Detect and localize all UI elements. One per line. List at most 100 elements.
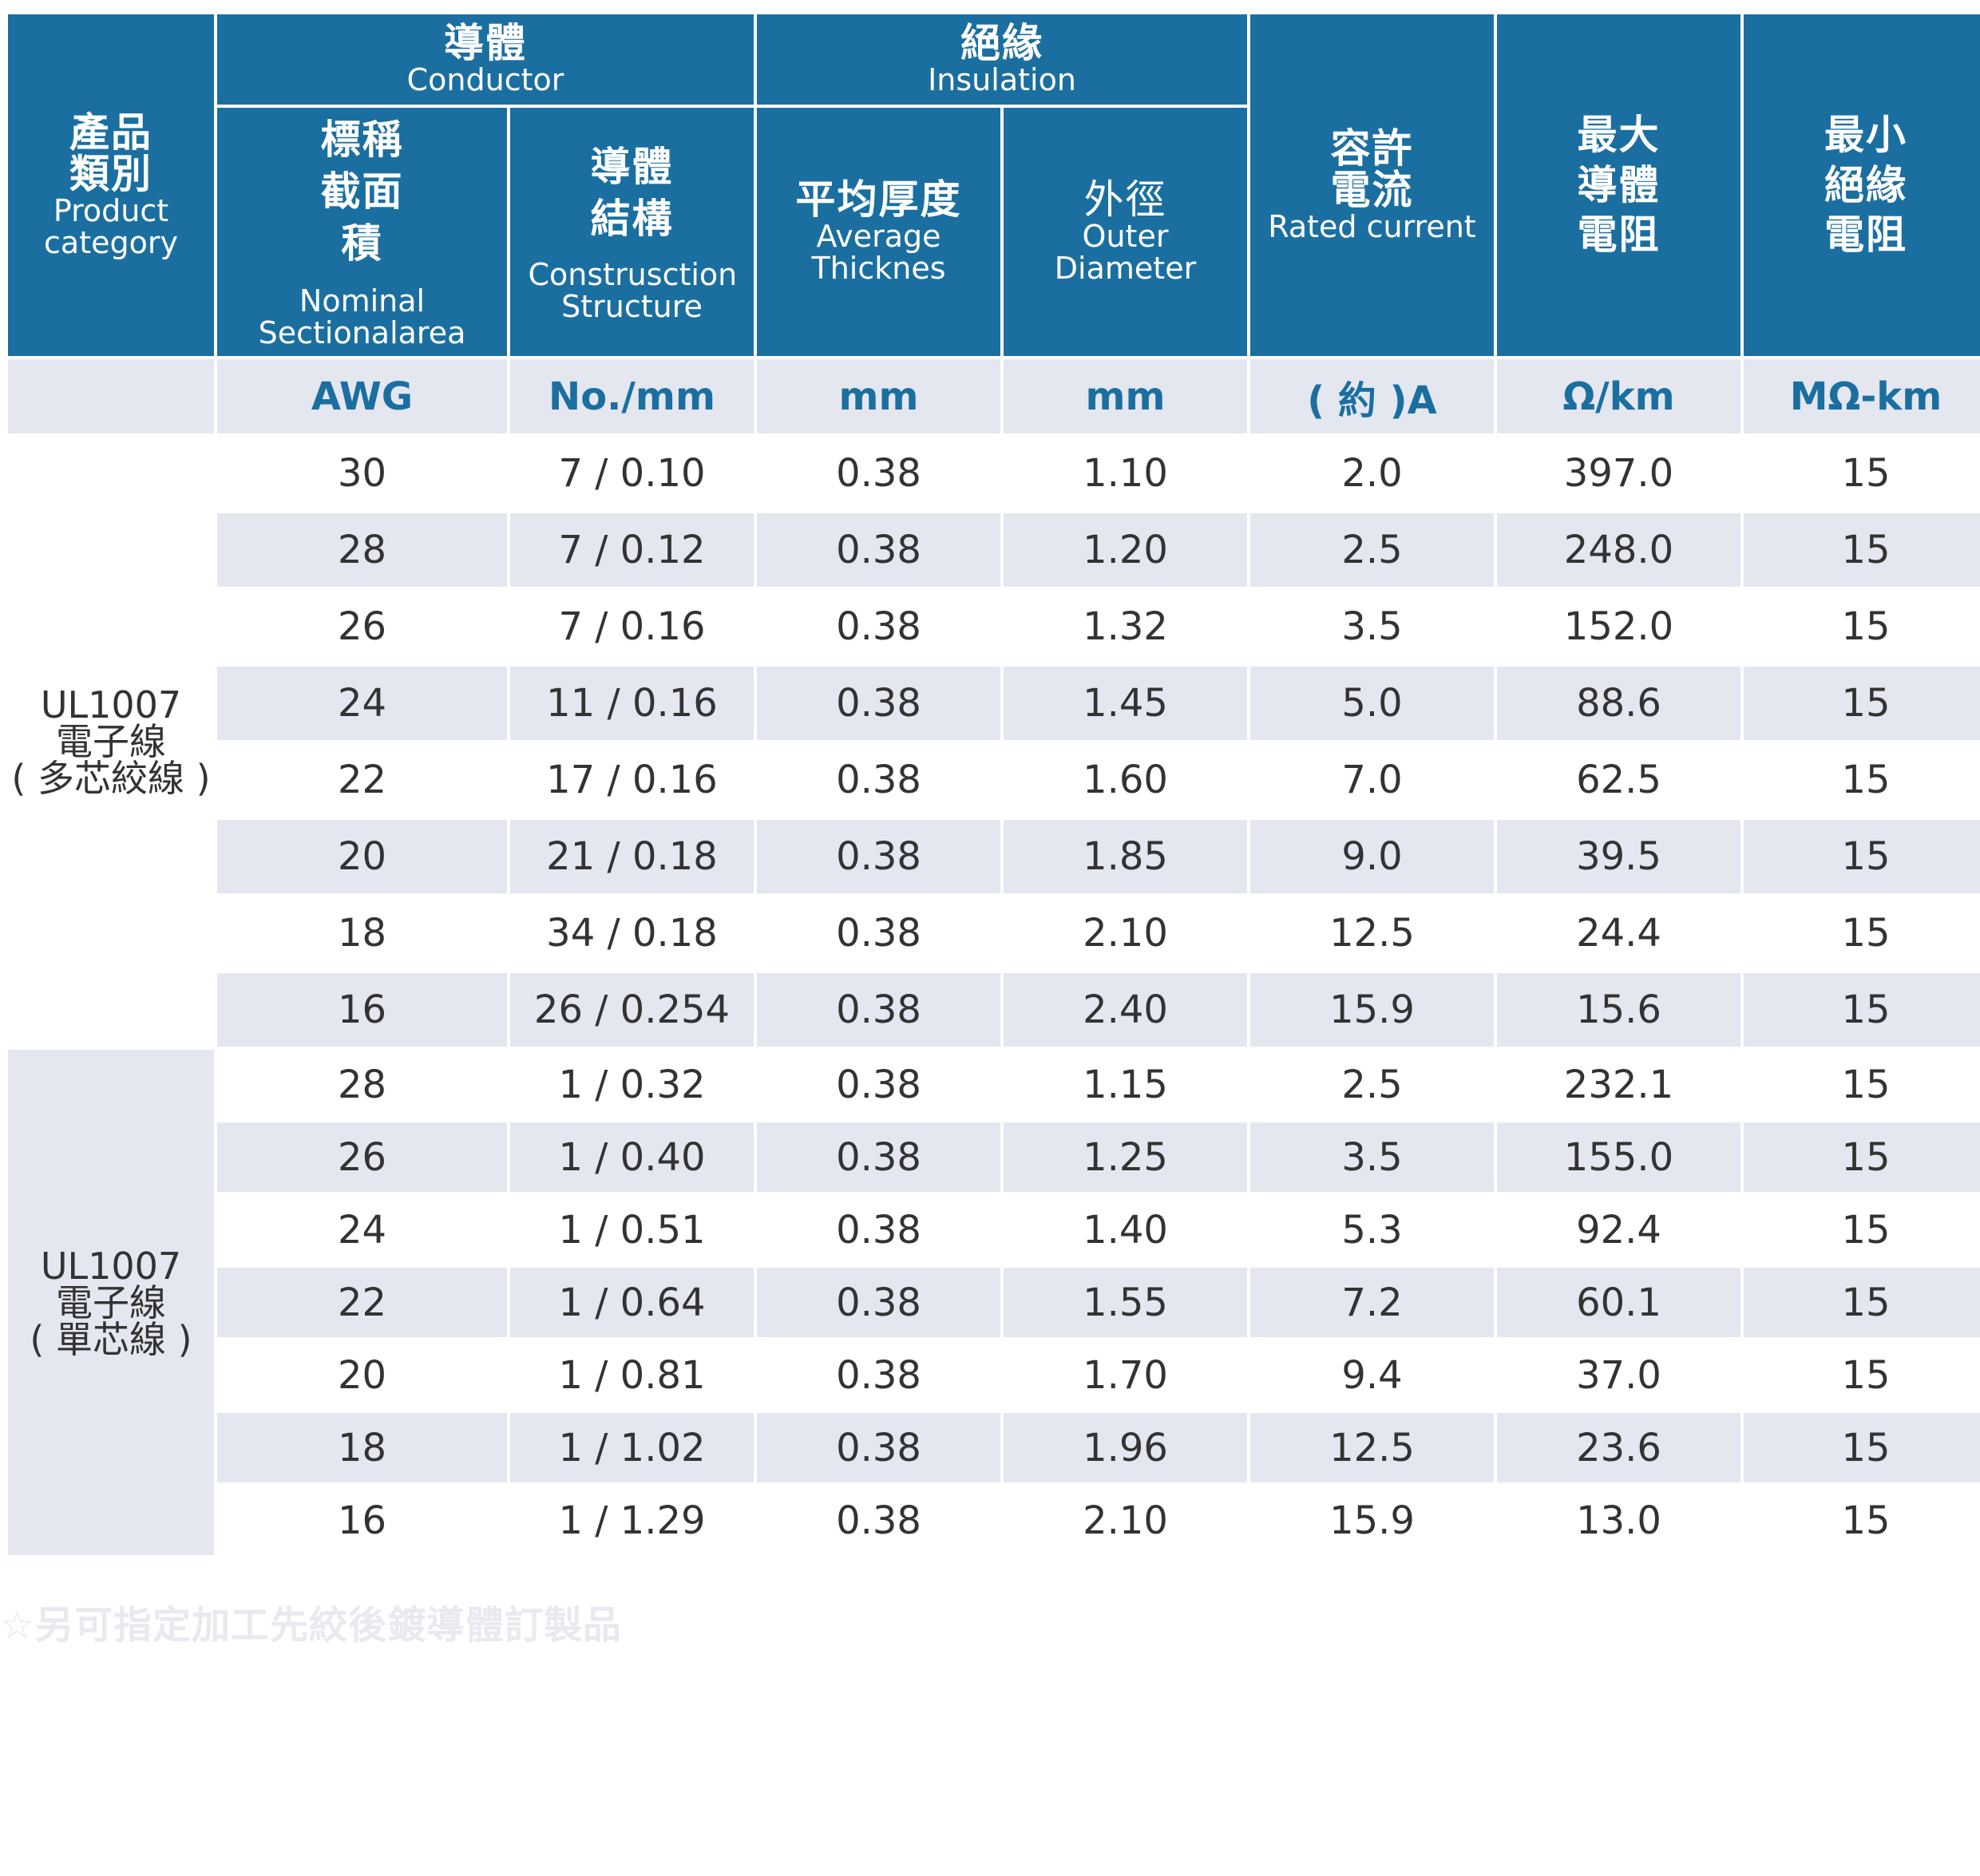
cell-thickness: 0.38 [757,896,1000,970]
cell-awg: 20 [217,820,507,893]
table-row: UL1007 電子線 ( 多芯絞線 ) 30 7 / 0.10 0.38 1.1… [8,437,1980,1047]
cell-min-resistance: 15 [1744,1413,1980,1482]
cell-max-resistance: 92.4 [1497,1195,1740,1265]
category-stranded: UL1007 電子線 ( 多芯絞線 ) [8,437,214,1047]
cell-outer-diameter: 1.70 [1004,1340,1247,1410]
cell-min-resistance: 15 [1744,513,1980,587]
table-row: 18 34 / 0.18 0.38 2.10 12.5 24.4 15 [8,896,1980,970]
cell-construction: 11 / 0.16 [510,667,754,740]
header-rated-current: 容許電流 Rated current [1250,14,1494,356]
cell-awg: 30 [217,437,507,510]
cell-awg: 26 [217,1122,507,1192]
cell-construction: 1 / 0.64 [510,1268,754,1337]
table-row: 24 11 / 0.16 0.38 1.45 5.0 88.6 15 [8,667,1980,740]
cell-construction: 26 / 0.254 [510,973,754,1047]
unit-construction: No./mm [510,359,754,433]
cell-awg: 22 [217,743,507,817]
cell-construction: 1 / 0.81 [510,1340,754,1410]
cell-awg: 18 [217,1413,507,1482]
cell-thickness: 0.38 [757,437,1000,510]
header-average-thickness: 平均厚度 Average Thicknes [757,108,1000,356]
cell-thickness: 0.38 [757,1413,1000,1482]
cell-rated-current: 9.4 [1250,1340,1494,1410]
cell-min-resistance: 15 [1744,437,1980,510]
cell-max-resistance: 397.0 [1497,437,1740,510]
cell-construction: 34 / 0.18 [510,896,754,970]
cell-awg: 18 [217,896,507,970]
cell-outer-diameter: 1.32 [1004,590,1247,663]
cell-max-resistance: 39.5 [1497,820,1740,893]
table-row: 16 1 / 1.29 0.38 2.10 15.9 13.0 15 [8,1486,1980,1555]
cell-awg: 24 [217,1195,507,1265]
cell-min-resistance: 15 [1744,1486,1980,1555]
header-outer-diameter: 外徑 Outer Diameter [1004,108,1247,356]
cell-thickness: 0.38 [757,973,1000,1047]
cell-construction: 7 / 0.16 [510,590,754,663]
header-product-category: 產品類別 Product category [8,14,214,356]
cell-awg: 20 [217,1340,507,1410]
cell-outer-diameter: 1.60 [1004,743,1247,817]
cell-rated-current: 5.3 [1250,1195,1494,1265]
cell-rated-current: 9.0 [1250,820,1494,893]
cell-max-resistance: 88.6 [1497,667,1740,740]
cell-awg: 22 [217,1268,507,1337]
cell-construction: 21 / 0.18 [510,820,754,893]
cell-thickness: 0.38 [757,820,1000,893]
cell-outer-diameter: 1.25 [1004,1122,1247,1192]
spec-table-wrapper: 產品類別 Product category 導體 Conductor 絕緣 In… [5,11,1980,1558]
cell-outer-diameter: 1.15 [1004,1050,1247,1119]
cell-outer-diameter: 1.45 [1004,667,1247,740]
header-max-conductor-resistance: 最大導體電阻 [1497,14,1740,356]
cell-construction: 1 / 0.32 [510,1050,754,1119]
cell-rated-current: 3.5 [1250,1122,1494,1192]
cell-construction: 1 / 1.02 [510,1413,754,1482]
cell-thickness: 0.38 [757,667,1000,740]
cell-min-resistance: 15 [1744,590,1980,663]
table-row: UL1007 電子線 ( 單芯線 ) 28 1 / 0.32 0.38 1.15… [8,1050,1980,1555]
cell-thickness: 0.38 [757,1195,1000,1265]
cell-outer-diameter: 1.10 [1004,437,1247,510]
category-solid: UL1007 電子線 ( 單芯線 ) [8,1050,214,1555]
header-insulation: 絕緣 Insulation [757,14,1247,105]
cell-rated-current: 15.9 [1250,973,1494,1047]
cell-outer-diameter: 1.40 [1004,1195,1247,1265]
cell-max-resistance: 15.6 [1497,973,1740,1047]
cell-max-resistance: 37.0 [1497,1340,1740,1410]
cell-rated-current: 7.2 [1250,1268,1494,1337]
unit-max-resistance: Ω/km [1497,359,1740,433]
table-row: 26 7 / 0.16 0.38 1.32 3.5 152.0 15 [8,590,1980,663]
units-row: AWG No./mm mm mm ( 約 )A Ω/km MΩ-km [8,359,1980,433]
cell-thickness: 0.38 [757,590,1000,663]
unit-min-resistance: MΩ-km [1744,359,1980,433]
cell-rated-current: 12.5 [1250,1413,1494,1482]
cell-construction: 17 / 0.16 [510,743,754,817]
cell-outer-diameter: 1.96 [1004,1413,1247,1482]
cell-construction: 1 / 0.40 [510,1122,754,1192]
cell-rated-current: 3.5 [1250,590,1494,663]
cell-rated-current: 2.0 [1250,437,1494,510]
footnote: ☆另可指定加工先絞後鍍導體訂製品 [0,1603,623,1648]
cell-max-resistance: 232.1 [1497,1050,1740,1119]
cell-min-resistance: 15 [1744,743,1980,817]
cell-max-resistance: 24.4 [1497,896,1740,970]
table-row: 28 7 / 0.12 0.38 1.20 2.5 248.0 15 [8,513,1980,587]
cell-construction: 1 / 0.51 [510,1195,754,1265]
cell-outer-diameter: 1.55 [1004,1268,1247,1337]
table-row: 18 1 / 1.02 0.38 1.96 12.5 23.6 15 [8,1413,1980,1482]
ul1007-spec-table: 產品類別 Product category 導體 Conductor 絕緣 In… [5,11,1980,1558]
cell-construction: 7 / 0.12 [510,513,754,587]
units-blank [8,359,214,433]
unit-awg: AWG [217,359,507,433]
cell-outer-diameter: 1.20 [1004,513,1247,587]
cell-min-resistance: 15 [1744,973,1980,1047]
cell-construction: 7 / 0.10 [510,437,754,510]
cell-max-resistance: 13.0 [1497,1486,1740,1555]
table-row: 24 1 / 0.51 0.38 1.40 5.3 92.4 15 [8,1195,1980,1265]
header-min-insulation-resistance: 最小絕緣電阻 [1744,14,1980,356]
cell-max-resistance: 23.6 [1497,1413,1740,1482]
cell-awg: 24 [217,667,507,740]
cell-min-resistance: 15 [1744,1122,1980,1192]
table-row: 20 21 / 0.18 0.38 1.85 9.0 39.5 15 [8,820,1980,893]
cell-rated-current: 2.5 [1250,1050,1494,1119]
cell-thickness: 0.38 [757,1122,1000,1192]
